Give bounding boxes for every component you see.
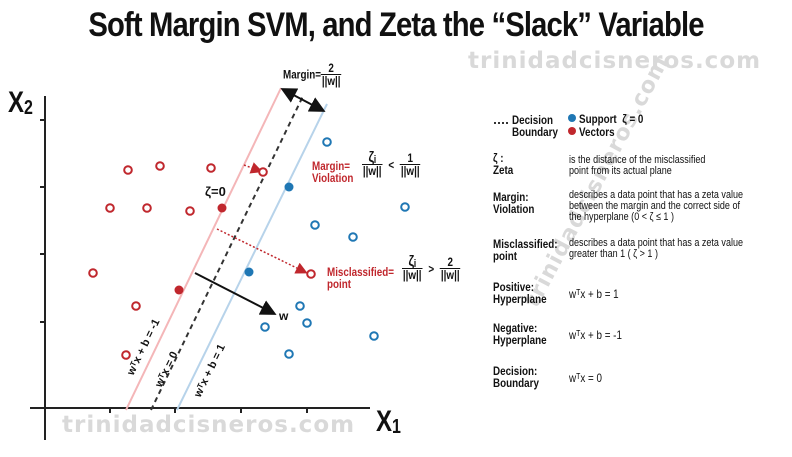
- negative-support-vector: [217, 203, 227, 213]
- definition-term: ζ : Zeta: [493, 151, 514, 177]
- positive-point: [369, 331, 379, 341]
- positive-point: [322, 137, 332, 147]
- definition-term: Margin: Violation: [493, 190, 535, 216]
- positive-point: [348, 232, 358, 242]
- definition-desc: is the distance of the misclassified poin…: [569, 154, 706, 177]
- y-axis-label: X2: [8, 86, 33, 119]
- legend-support-icon: [568, 114, 576, 122]
- negative-point: [131, 301, 141, 311]
- margin-arrow: [280, 88, 326, 112]
- watermark-bottom: trinidadcisneros.com: [62, 412, 356, 438]
- misclassified-text: Misclassified= point: [327, 265, 395, 291]
- definition-desc: describes a data point that has a zeta v…: [569, 237, 744, 260]
- definition-desc: describes a data point that has a zeta v…: [569, 189, 744, 223]
- positive-support-vector: [284, 182, 294, 192]
- negative-point: [155, 161, 165, 171]
- negative-point: [105, 203, 115, 213]
- margin-violation-arrow: [243, 162, 263, 174]
- positive-support-vector: [244, 267, 254, 277]
- definition-term: Misclassified: point: [493, 237, 558, 263]
- positive-point: [302, 318, 312, 328]
- diagram-title: Soft Margin SVM, and Zeta the “Slack” Va…: [88, 6, 704, 44]
- definition-desc: wᵀx = 0: [569, 371, 602, 385]
- negative-point: [142, 203, 152, 213]
- definition-term: Positive: Hyperplane: [493, 280, 547, 306]
- positive-point: [310, 220, 320, 230]
- definition-desc: wᵀx + b = -1: [569, 328, 622, 342]
- margin-violation-formula: ζᵢ ||w|| < 1 ||w||: [362, 149, 421, 178]
- w-vector-arrow: [194, 272, 277, 315]
- misclassified-formula: ζᵢ ||w|| > 2 ||w||: [402, 253, 461, 282]
- negative-point: [206, 163, 216, 173]
- decision-boundary-line: [150, 95, 304, 411]
- definition-term: Decision: Boundary: [493, 364, 539, 390]
- violation-point: [258, 167, 268, 177]
- zeta-zero-label: ζ=0: [205, 184, 226, 199]
- margin-violation-text: Margin= Violation: [312, 159, 354, 185]
- x-axis-label: X1: [376, 405, 401, 438]
- definition-term: Negative: Hyperplane: [493, 321, 547, 347]
- negative-point: [185, 206, 195, 216]
- watermark-top: trinidadcisneros.com: [468, 48, 762, 74]
- margin-formula: Margin= 2 ||w||: [283, 61, 342, 88]
- positive-point: [284, 349, 294, 359]
- negative-support-vector: [174, 285, 184, 295]
- legend-decision-boundary: Decision Boundary: [512, 113, 558, 139]
- negative-hyperplane: [125, 87, 282, 411]
- misclassified-arrow: [216, 228, 308, 274]
- w-vector-label: w: [279, 309, 289, 323]
- legend-vector-icon: [568, 127, 576, 135]
- negative-point: [88, 268, 98, 278]
- positive-hyperplane: [176, 103, 328, 411]
- negative-point: [123, 165, 133, 175]
- definition-desc: wᵀx + b = 1: [569, 287, 619, 301]
- positive-point: [400, 202, 410, 212]
- negative-point: [121, 350, 131, 360]
- positive-point: [295, 301, 305, 311]
- misclassified-point: [306, 269, 316, 279]
- legend-support-label: Support ζ = 0: [579, 112, 644, 126]
- legend-vectors-label: Vectors: [579, 125, 615, 139]
- positive-point: [260, 322, 270, 332]
